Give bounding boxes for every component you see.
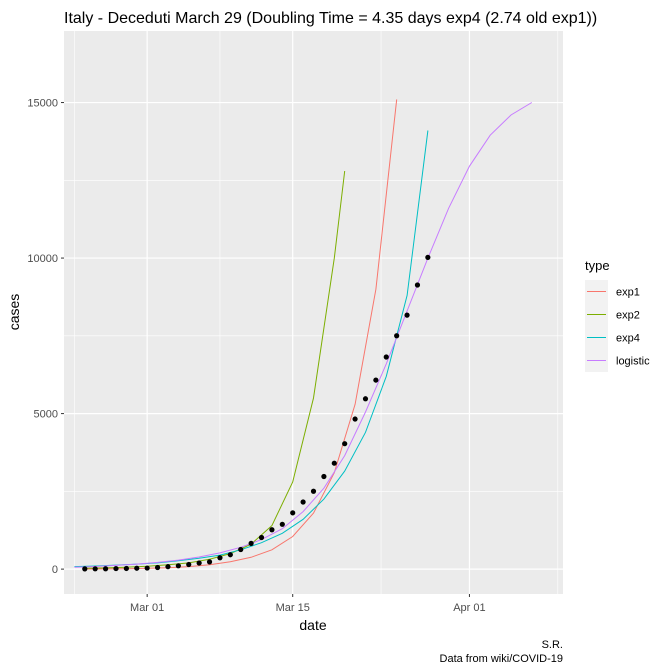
data-point — [154, 564, 161, 571]
data-point — [123, 565, 129, 572]
data-point — [227, 552, 233, 558]
legend: type exp1 exp2 exp4 logistic — [585, 258, 650, 372]
data-point — [82, 566, 88, 572]
chart-title: Italy - Deceduti March 29 (Doubling Time… — [64, 10, 597, 27]
y-tick-label: 15000 — [27, 98, 58, 110]
data-point — [342, 441, 348, 447]
data-point — [404, 312, 410, 318]
data-point — [383, 354, 389, 360]
data-point — [269, 527, 275, 533]
data-point — [258, 534, 265, 541]
y-tick-label: 10000 — [27, 253, 58, 265]
data-point — [331, 460, 337, 466]
data-point — [134, 565, 140, 571]
data-point — [92, 566, 98, 572]
data-point — [165, 564, 171, 570]
caption-source: Data from wiki/COVID-19 — [440, 653, 563, 665]
data-point — [290, 510, 296, 516]
x-tick-label: Apr 01 — [453, 602, 485, 614]
data-point — [321, 473, 327, 480]
caption-author: S.R. — [542, 639, 563, 651]
legend-label-logistic: logistic — [616, 356, 650, 368]
data-point — [373, 377, 379, 383]
data-point — [175, 563, 181, 569]
y-tick-label: 0 — [52, 564, 58, 576]
data-point — [394, 333, 400, 339]
data-point — [425, 254, 431, 260]
data-point — [279, 521, 285, 527]
observed-points — [82, 254, 431, 572]
series-line-logistic — [74, 102, 533, 568]
y-tick-label: 5000 — [34, 409, 58, 421]
series-lines — [74, 99, 533, 570]
axis-ticks: 0 5000 10000 15000 Mar 01 Mar 15 Apr 01 — [27, 98, 485, 614]
data-point — [362, 396, 369, 402]
data-point — [144, 565, 150, 571]
data-point — [196, 560, 202, 566]
data-point — [300, 499, 306, 505]
data-point — [248, 540, 254, 546]
x-tick-label: Mar 15 — [276, 602, 310, 614]
data-point — [113, 565, 119, 572]
x-tick-label: Mar 01 — [130, 602, 164, 614]
legend-title: type — [585, 258, 610, 273]
data-point — [238, 546, 244, 553]
x-axis-title: date — [299, 617, 326, 633]
legend-label-exp1: exp1 — [616, 287, 640, 299]
data-point — [206, 559, 213, 565]
grid — [64, 31, 563, 594]
legend-label-exp4: exp4 — [616, 333, 640, 345]
data-point — [217, 555, 223, 561]
data-point — [414, 282, 421, 288]
data-point — [310, 488, 317, 494]
data-point — [186, 561, 192, 568]
data-point — [102, 566, 109, 572]
legend-label-exp2: exp2 — [616, 310, 640, 322]
data-point — [352, 416, 358, 422]
y-axis-title: cases — [6, 294, 22, 331]
